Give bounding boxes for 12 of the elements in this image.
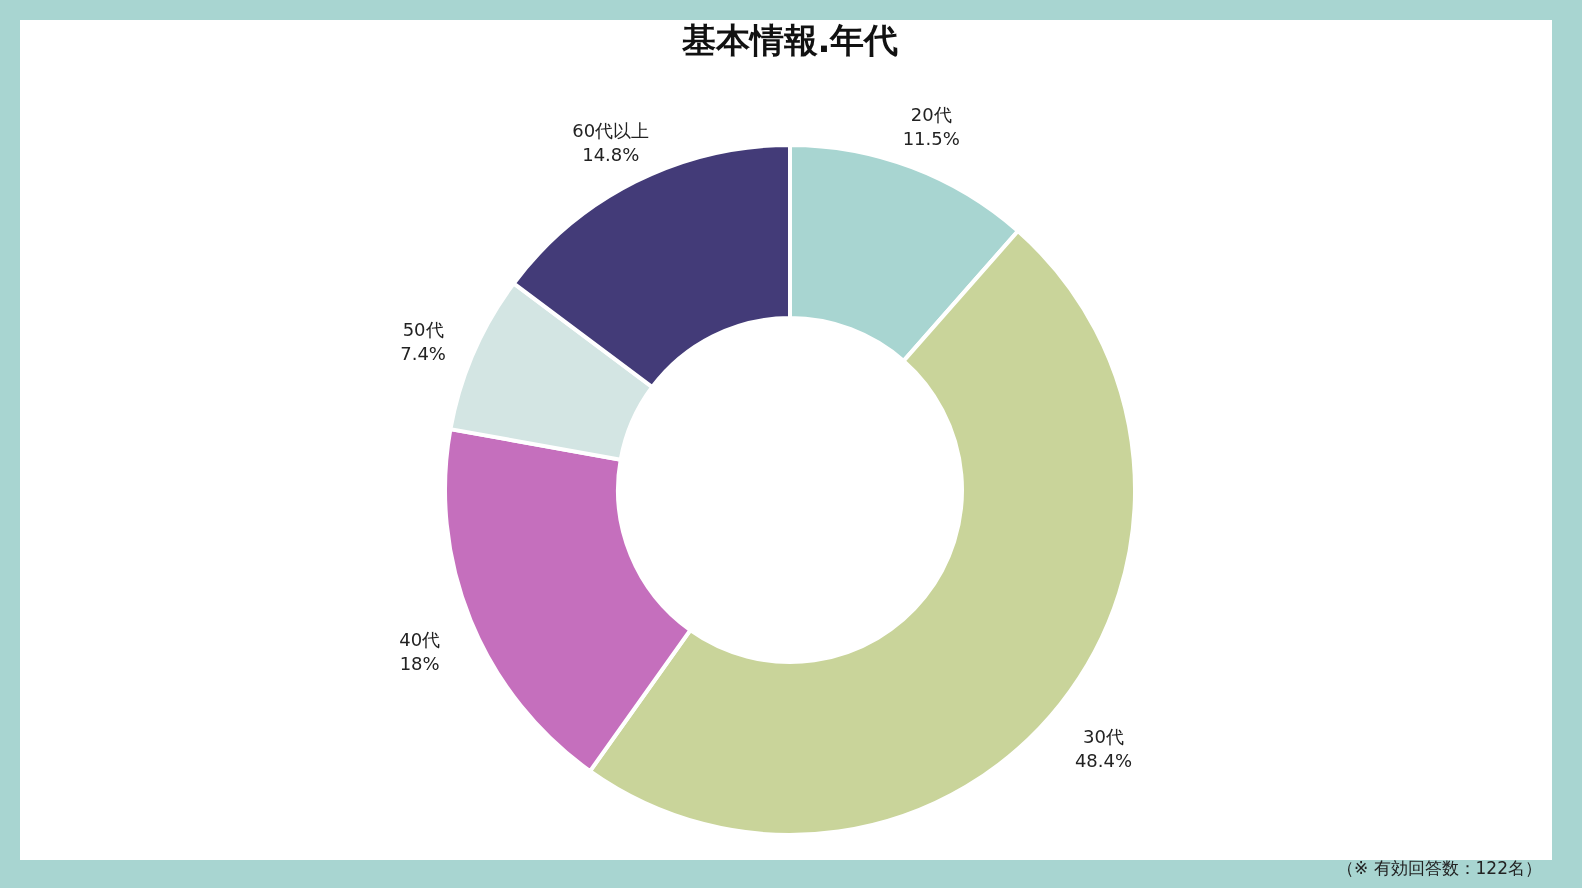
data-label: 11.5%	[902, 127, 960, 149]
slice-label: 50代	[402, 318, 444, 340]
chart-title: 基本情報.年代	[680, 19, 899, 60]
data-label: 18%	[399, 653, 440, 675]
data-label: 48.4%	[1074, 750, 1133, 772]
slice-label: 40代	[399, 629, 441, 651]
slice-label: 30代	[1083, 726, 1124, 748]
slice-label: 60代以上	[572, 120, 650, 142]
data-label: 7.4%	[400, 342, 446, 364]
text: （※ 有効回答数：122名）	[1336, 857, 1542, 880]
data-label: 14.8%	[582, 144, 640, 166]
slice-label: 20代	[910, 103, 952, 125]
